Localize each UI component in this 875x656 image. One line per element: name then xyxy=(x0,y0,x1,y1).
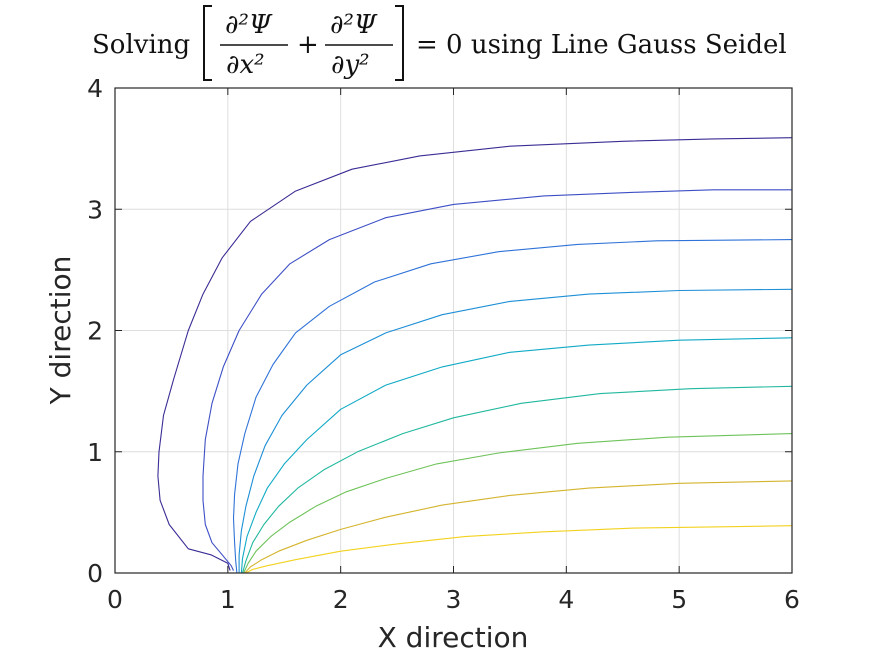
title-term1-numerator: ∂²Ψ xyxy=(225,10,273,40)
title-term2-denominator: ∂y² xyxy=(331,50,370,80)
y-tick-label: 2 xyxy=(87,317,103,346)
x-tick-label: 4 xyxy=(558,585,574,614)
contour-line-4 xyxy=(238,288,793,573)
title-term2-numerator: ∂²Ψ xyxy=(330,10,378,40)
contour-line-9 xyxy=(245,525,793,574)
y-tick-label: 3 xyxy=(87,195,103,224)
tick-marks xyxy=(114,87,793,574)
contour-line-8 xyxy=(244,480,793,574)
title-left-bracket xyxy=(203,5,212,81)
title-plus: + xyxy=(297,30,319,60)
title-prefix: Solving xyxy=(92,30,190,60)
x-tick-labels: 0 1 2 3 4 5 6 xyxy=(107,585,800,614)
contour-line-5 xyxy=(240,337,793,574)
contour-line-3 xyxy=(232,239,793,574)
title-suffix: = 0 using Line Gauss Seidel xyxy=(416,30,787,60)
y-tick-label: 0 xyxy=(87,559,103,588)
x-tick-label: 3 xyxy=(446,585,462,614)
title-term1-denominator: ∂x² xyxy=(226,50,265,80)
contour-line-2 xyxy=(202,189,792,571)
x-axis-label: X direction xyxy=(378,621,529,654)
title-right-bracket xyxy=(395,5,404,81)
contour-line-6 xyxy=(241,385,793,574)
contour-line-1 xyxy=(157,137,793,571)
x-tick-label: 2 xyxy=(333,585,349,614)
x-tick-label: 0 xyxy=(107,585,123,614)
x-tick-label: 5 xyxy=(671,585,687,614)
contour-line-7 xyxy=(243,433,793,574)
x-tick-label: 6 xyxy=(784,585,800,614)
y-tick-labels: 0 1 2 3 4 xyxy=(87,74,103,588)
chart-title: Solving ∂²Ψ ∂x² + ∂²Ψ ∂y² = 0 using Line… xyxy=(92,5,787,81)
x-tick-label: 1 xyxy=(220,585,236,614)
y-tick-label: 4 xyxy=(87,74,103,103)
y-tick-label: 1 xyxy=(87,438,103,467)
y-axis-label: Y direction xyxy=(44,256,77,406)
